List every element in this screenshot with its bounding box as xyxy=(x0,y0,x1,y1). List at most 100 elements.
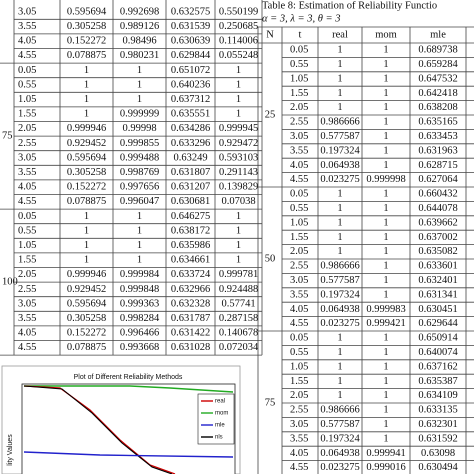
cell: 3.55 xyxy=(290,289,308,300)
cell: 1 xyxy=(337,45,342,56)
cell: 2.05 xyxy=(290,246,308,257)
cell: 0.152272 xyxy=(67,182,106,193)
curve-real xyxy=(23,385,176,474)
cell: 0.989126 xyxy=(120,21,159,32)
cell: 4.55 xyxy=(18,342,36,353)
cell: 1.05 xyxy=(290,361,308,372)
cell: 0.291143 xyxy=(219,167,258,178)
cell: 1 xyxy=(137,94,142,105)
group-label: 50 xyxy=(265,253,276,264)
cell: 2.55 xyxy=(290,405,308,416)
cell: 1 xyxy=(84,255,89,266)
cell: 1 xyxy=(84,79,89,90)
cell: 1 xyxy=(383,390,388,401)
cell: 1.05 xyxy=(290,73,308,84)
cell: 1 xyxy=(84,240,89,251)
cell: 0.999946 xyxy=(67,269,106,280)
cell: 0.305258 xyxy=(67,167,106,178)
cell: 0.999016 xyxy=(366,462,405,473)
cell: 0.023275 xyxy=(320,462,359,473)
cell: 0.05 xyxy=(290,333,308,344)
cell: 0.064938 xyxy=(320,304,359,315)
cell: 0.630451 xyxy=(418,304,457,315)
plot: Plot of Different Reliability Methods li… xyxy=(1,365,241,474)
cell: 0.999941 xyxy=(366,448,405,459)
cell: 1 xyxy=(84,109,89,120)
cell: 0.999855 xyxy=(120,138,159,149)
cell: 0.305258 xyxy=(67,313,106,324)
cell: 0.631787 xyxy=(171,313,210,324)
cell: 0.55 xyxy=(290,347,308,358)
cell: 0.642418 xyxy=(418,88,457,99)
cell: 1 xyxy=(337,347,342,358)
cell: 0.635986 xyxy=(171,240,210,251)
cell: 1 xyxy=(383,189,388,200)
cell: 0.072034 xyxy=(219,342,259,353)
cell: 1 xyxy=(337,203,342,214)
cell: 0.197324 xyxy=(320,145,360,156)
cell: 3.55 xyxy=(290,145,308,156)
cell: 0.635165 xyxy=(418,117,457,128)
cell: 1 xyxy=(236,255,241,266)
cell: 2.55 xyxy=(290,117,308,128)
cell: 0.140678 xyxy=(219,328,258,339)
cell: 0.630494 xyxy=(418,462,458,473)
cell: 1 xyxy=(236,211,241,222)
cell: 0.635082 xyxy=(418,246,457,257)
cell: 0.197324 xyxy=(320,433,360,444)
cell: 0.980231 xyxy=(120,50,159,61)
cell: 0.633724 xyxy=(171,269,211,280)
curve-mle xyxy=(23,451,234,458)
cell: 1 xyxy=(383,145,388,156)
cell: 0.999945 xyxy=(219,123,258,134)
cell: 3.55 xyxy=(18,21,36,32)
cell: 0.640074 xyxy=(418,347,458,358)
cell: 0.595694 xyxy=(67,6,107,17)
cell: 0.631422 xyxy=(171,328,210,339)
cell: 1 xyxy=(337,376,342,387)
cell: 0.633453 xyxy=(418,131,457,142)
cell: 0.287158 xyxy=(219,313,258,324)
cell: 1 xyxy=(383,376,388,387)
cell: 0.632575 xyxy=(171,6,210,17)
curve-mom xyxy=(24,385,234,393)
cell: 4.05 xyxy=(18,182,36,193)
cell: 0.632301 xyxy=(418,419,457,430)
cell: 0.647532 xyxy=(418,73,457,84)
cell: 1 xyxy=(337,333,342,344)
cell: 1.55 xyxy=(18,255,36,266)
cell: 0.305258 xyxy=(67,21,106,32)
cell: 0.98496 xyxy=(122,36,156,47)
cell: 0.550199 xyxy=(219,6,258,17)
cell: 1 xyxy=(383,102,388,113)
cell: 0.996047 xyxy=(120,196,159,207)
plot-title: Plot of Different Reliability Methods xyxy=(74,374,183,381)
cell: 0.644078 xyxy=(418,203,457,214)
cell: 1 xyxy=(383,88,388,99)
cell: 0.631963 xyxy=(418,145,457,156)
cell: 0.637162 xyxy=(418,361,457,372)
cell: 1 xyxy=(337,102,342,113)
cell: 0.639662 xyxy=(418,217,457,228)
cell: 0.992698 xyxy=(120,6,159,17)
cell: 0.999363 xyxy=(120,298,159,309)
cell: 1 xyxy=(383,117,388,128)
cell: 4.55 xyxy=(18,196,36,207)
cell: 3.55 xyxy=(18,313,36,324)
cell: 1 xyxy=(137,65,142,76)
cell: 0.577587 xyxy=(320,275,359,286)
cell: 1.55 xyxy=(290,232,308,243)
cell: 0.139829 xyxy=(219,182,258,193)
header-cell: mle xyxy=(430,29,446,40)
cell: 0.631592 xyxy=(418,433,457,444)
group-label: 75 xyxy=(265,397,276,408)
cell: 3.55 xyxy=(18,167,36,178)
legend-label: mom xyxy=(215,411,228,417)
cell: 4.05 xyxy=(18,36,36,47)
cell: 3.05 xyxy=(18,152,36,163)
cell: 1 xyxy=(383,232,388,243)
cell: 0.023275 xyxy=(320,318,359,329)
cell: 0.595694 xyxy=(67,298,107,309)
cell: 4.55 xyxy=(290,174,308,185)
legend-label: mle xyxy=(215,423,225,429)
